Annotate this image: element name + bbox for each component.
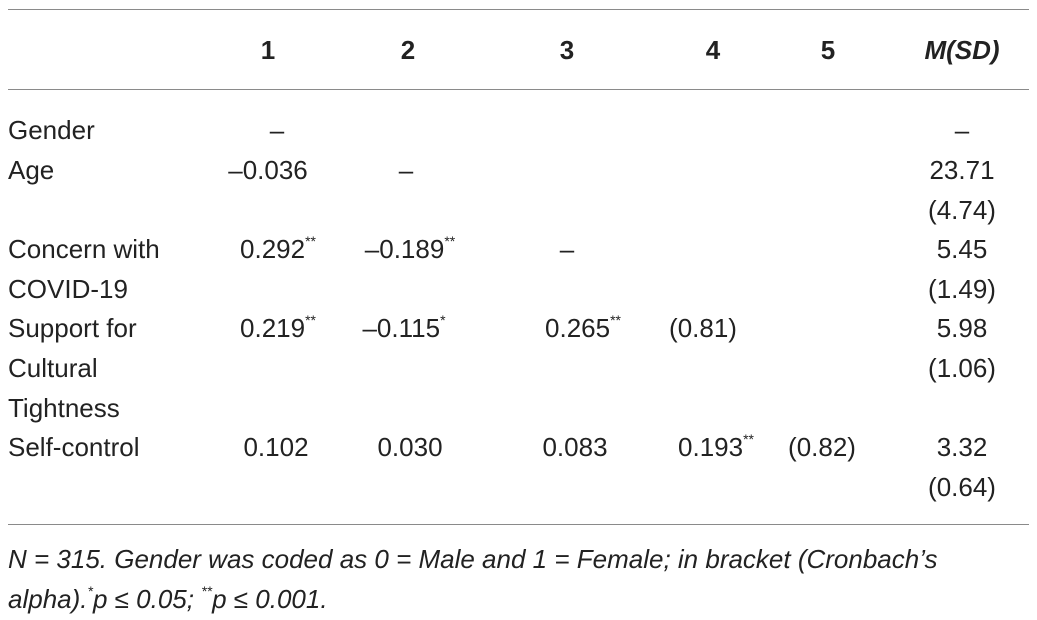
table-cell: (0.81)	[669, 313, 737, 343]
table-cell: (0.82)	[788, 432, 856, 462]
table-cell: 0.102	[243, 432, 309, 462]
row-label-self-control: Self-control	[8, 432, 140, 462]
table-cell-msd: 3.32	[936, 432, 988, 462]
row-label-support: Support for	[8, 313, 137, 343]
column-header-msd: M(SD)	[924, 35, 1000, 65]
table-cell-msd-sd: (1.06)	[928, 353, 996, 383]
table-header-rule	[8, 89, 1029, 90]
row-label-age: Age	[8, 155, 55, 185]
table-cell: 0.030	[377, 432, 443, 462]
table-cell-msd-sd: (0.64)	[928, 472, 996, 502]
column-header-3: 3	[559, 35, 575, 65]
table-cell-msd: –	[954, 115, 970, 145]
column-header-2: 2	[400, 35, 416, 65]
footnote-text-2: p ≤ 0.05;	[92, 584, 202, 614]
column-header-5: 5	[820, 35, 836, 65]
table-cell: 0.265**	[545, 312, 621, 343]
column-header-4: 4	[705, 35, 721, 65]
row-label-concern: Concern with	[8, 234, 160, 264]
footnote-sup-1: *	[87, 583, 93, 599]
table-cell: 0.219**	[240, 312, 316, 343]
footnote-text-3: p ≤ 0.001.	[212, 584, 328, 614]
table-cell-msd: 23.71	[929, 155, 995, 185]
table-cell: –0.189**	[364, 233, 456, 264]
table-cell: 0.083	[542, 432, 608, 462]
table-footnote: N = 315. Gender was coded as 0 = Male an…	[8, 539, 1018, 619]
row-label-gender: Gender	[8, 115, 95, 145]
table-cell: –	[398, 155, 414, 185]
table-cell-msd: 5.98	[936, 313, 988, 343]
table-cell: –	[269, 115, 285, 145]
footnote-sup-2: **	[201, 583, 213, 599]
table-cell: –	[559, 234, 575, 264]
table-cell: 0.193**	[678, 431, 754, 462]
table-cell: –0.036	[228, 155, 308, 185]
table-cell-msd-sd: (4.74)	[928, 195, 996, 225]
table-cell-msd: 5.45	[936, 234, 988, 264]
table-top-rule	[8, 9, 1029, 10]
table-bottom-rule	[8, 524, 1029, 525]
column-header-1: 1	[260, 35, 276, 65]
row-label-support-line2: Cultural	[8, 353, 98, 383]
table-cell: 0.292**	[240, 233, 316, 264]
footnote-text-1: N = 315. Gender was coded as 0 = Male an…	[8, 544, 938, 614]
row-label-support-line3: Tightness	[8, 393, 120, 423]
row-label-concern-line2: COVID-19	[8, 274, 128, 304]
table-cell: –0.115*	[362, 312, 446, 343]
table-cell-msd-sd: (1.49)	[928, 274, 996, 304]
